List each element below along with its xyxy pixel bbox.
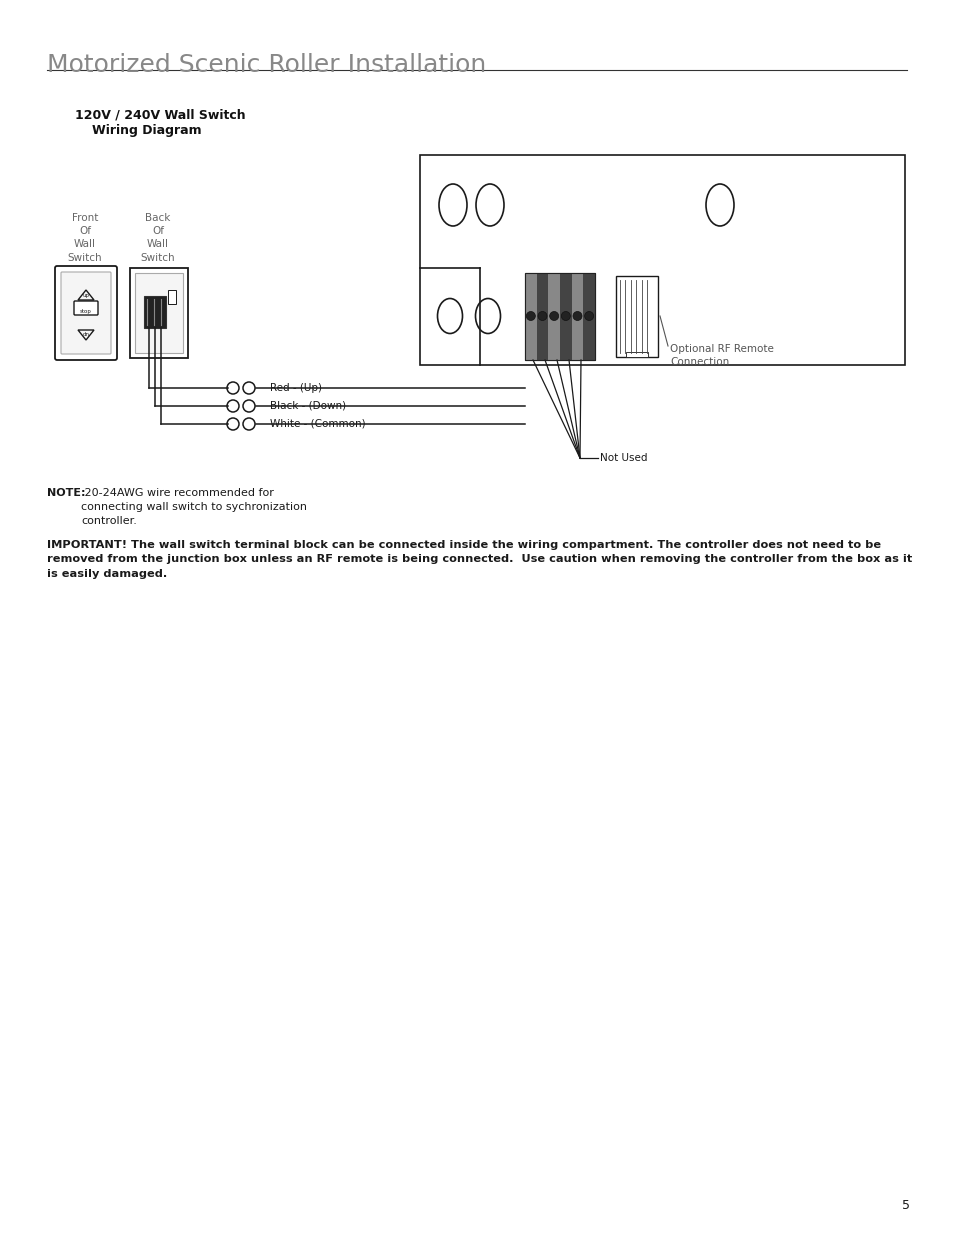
Text: Wiring Diagram: Wiring Diagram: [91, 124, 201, 137]
Bar: [168, 290, 175, 304]
Text: Black - (Down): Black - (Down): [270, 401, 346, 411]
Text: stop: stop: [80, 309, 91, 314]
Bar: [135, 273, 183, 353]
Text: Motorized Scenic Roller Installation: Motorized Scenic Roller Installation: [47, 53, 486, 77]
Bar: [582, 273, 595, 359]
Text: White - (Common): White - (Common): [270, 419, 365, 429]
Text: Front
Of
Wall
Switch: Front Of Wall Switch: [68, 212, 102, 263]
Bar: [419, 156, 904, 366]
Text: up: up: [82, 294, 90, 299]
Text: Optional RF Remote
Connection: Optional RF Remote Connection: [669, 345, 773, 367]
Circle shape: [573, 311, 581, 321]
Text: 120V / 240V Wall Switch: 120V / 240V Wall Switch: [75, 107, 245, 121]
Text: Red - (Up): Red - (Up): [270, 383, 322, 393]
Bar: [537, 273, 548, 359]
Text: Back
Of
Wall
Switch: Back Of Wall Switch: [140, 212, 175, 263]
Text: Not Used: Not Used: [599, 453, 647, 463]
Circle shape: [537, 311, 546, 321]
Circle shape: [526, 311, 535, 321]
Bar: [548, 273, 559, 359]
Circle shape: [560, 311, 570, 321]
Bar: [625, 352, 647, 357]
Bar: [130, 268, 188, 358]
Bar: [524, 273, 595, 359]
FancyBboxPatch shape: [61, 272, 111, 354]
FancyBboxPatch shape: [55, 266, 117, 359]
Text: dn: dn: [82, 332, 90, 337]
Bar: [571, 273, 582, 359]
Bar: [524, 273, 537, 359]
Text: 20-24AWG wire recommended for
connecting wall switch to sychronization
controlle: 20-24AWG wire recommended for connecting…: [81, 488, 307, 526]
Text: NOTE:: NOTE:: [47, 488, 86, 498]
Bar: [144, 296, 166, 329]
Text: IMPORTANT! The wall switch terminal block can be connected inside the wiring com: IMPORTANT! The wall switch terminal bloc…: [47, 540, 911, 579]
FancyBboxPatch shape: [74, 301, 98, 315]
Circle shape: [549, 311, 558, 321]
Bar: [559, 273, 571, 359]
Circle shape: [584, 311, 593, 321]
Bar: [616, 275, 658, 357]
Bar: [524, 273, 595, 359]
Text: 5: 5: [901, 1199, 909, 1212]
